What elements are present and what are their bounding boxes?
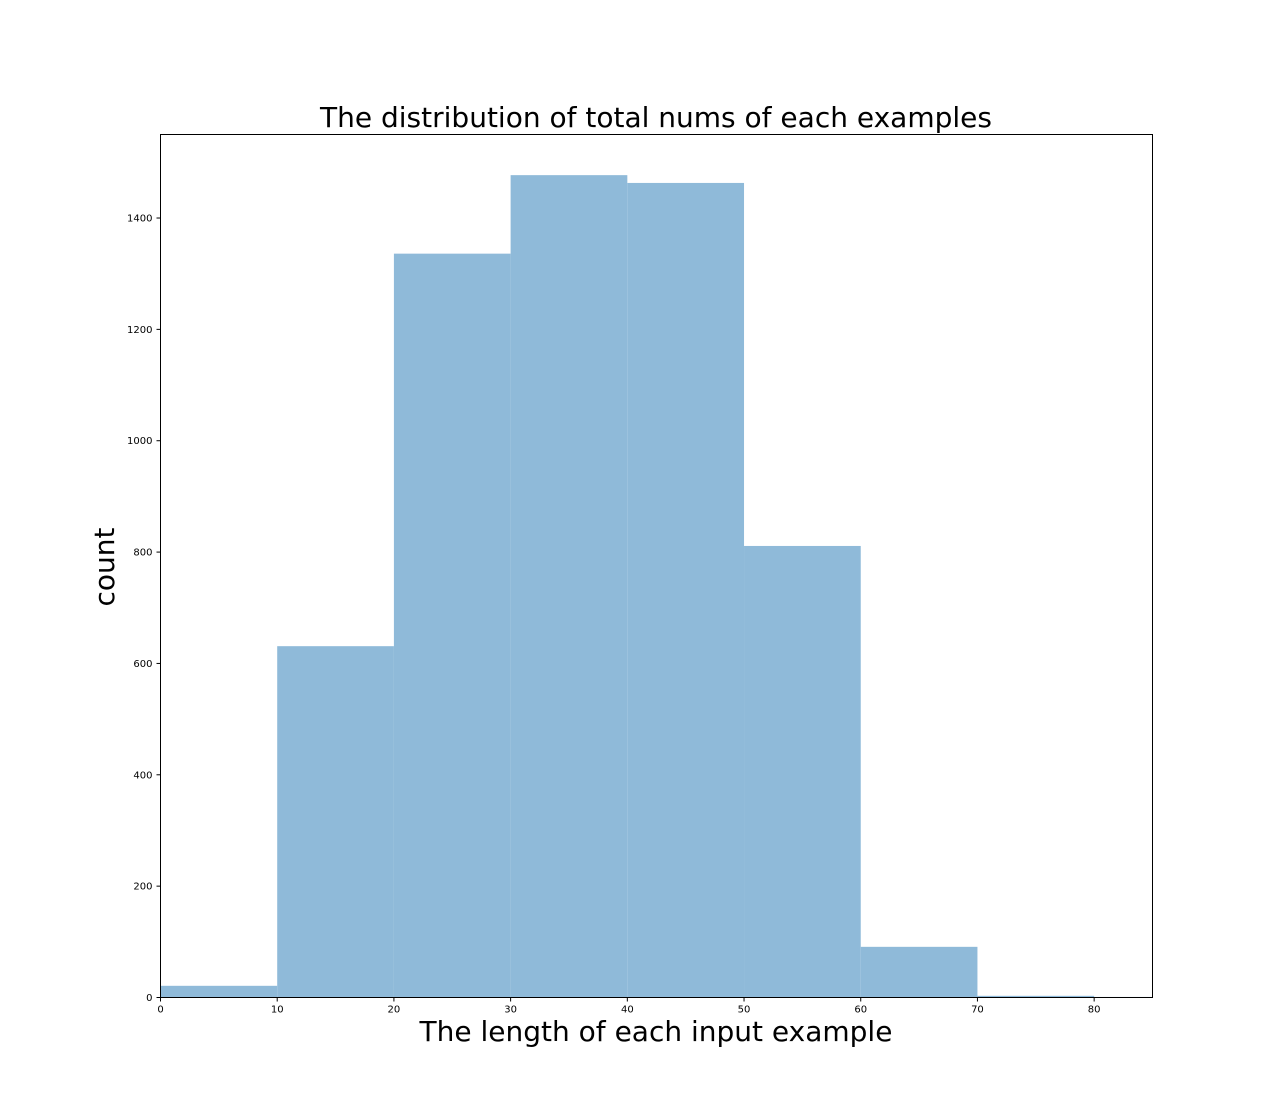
- y-tick-label: 800: [133, 548, 152, 559]
- x-tick-label: 80: [1088, 1005, 1101, 1016]
- x-tick-label: 20: [388, 1005, 401, 1016]
- x-axis-ticks: 0 10 20 30 40 50 60 70 80: [157, 997, 1101, 1016]
- histogram-bar-30-40: [510, 175, 628, 998]
- y-tick-label: 600: [133, 659, 152, 670]
- plot-frame: [160, 134, 1153, 998]
- histogram-bar-20-30: [393, 253, 511, 998]
- y-tick-label: 1000: [127, 436, 152, 447]
- histogram-bar-70-80: [977, 995, 1095, 998]
- x-tick-label: 70: [971, 1005, 984, 1016]
- bars-group: [160, 175, 1153, 998]
- y-tick-label: 0: [146, 993, 152, 1004]
- y-tick-label: 1400: [127, 214, 152, 225]
- histogram-bar-50-60: [744, 545, 861, 998]
- y-tick-label: 400: [133, 770, 152, 781]
- x-tick-label: 50: [738, 1005, 751, 1016]
- histogram-bar-0-10: [160, 985, 278, 998]
- chart-title: The distribution of total nums of each e…: [319, 101, 992, 134]
- x-tick-label: 10: [271, 1005, 284, 1016]
- y-tick-label: 1200: [127, 325, 152, 336]
- x-tick-label: 60: [854, 1005, 867, 1016]
- y-axis-label: count: [88, 527, 121, 606]
- x-tick-label: 40: [621, 1005, 634, 1016]
- histogram-bar-10-20: [277, 646, 394, 998]
- histogram-bar-60-70: [860, 946, 978, 998]
- x-tick-label: 0: [157, 1005, 163, 1016]
- x-axis-label: The length of each input example: [419, 1015, 893, 1048]
- y-axis-ticks: 0 200 400 600 800 1000 1200 1400: [127, 214, 161, 1004]
- histogram-bar-40-50: [627, 182, 745, 998]
- x-tick-label: 30: [504, 1005, 517, 1016]
- y-tick-label: 200: [133, 882, 152, 893]
